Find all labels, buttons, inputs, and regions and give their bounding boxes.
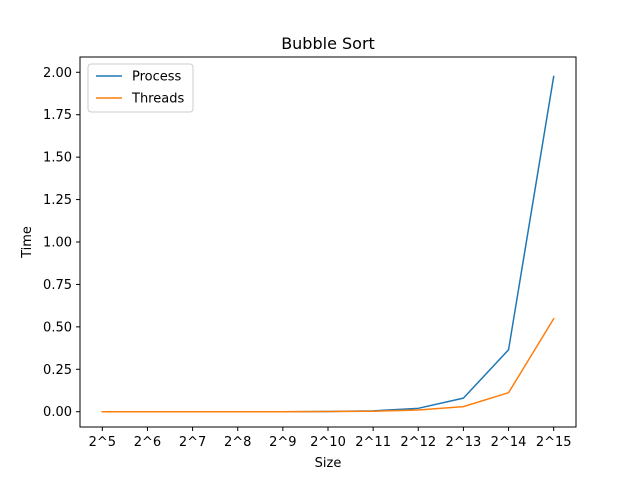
legend-label-process: Process: [132, 70, 182, 85]
y-tick-label: 1.75: [43, 108, 72, 123]
y-tick-label: 0.50: [43, 320, 72, 335]
x-tick-label: 2^13: [446, 435, 482, 450]
x-tick-label: 2^14: [491, 435, 527, 450]
chart-title: Bubble Sort: [281, 34, 375, 53]
x-tick-label: 2^15: [536, 435, 572, 450]
legend: Process Threads: [87, 63, 194, 113]
y-tick-label: 1.00: [43, 236, 72, 251]
y-axis: 0.00 0.25 0.50 0.75 1.00 1.25 1.50 1.75 2.00: [43, 66, 80, 420]
series-line-threads: [101, 317, 555, 413]
x-tick-label: 2^6: [134, 435, 161, 450]
y-tick-label: 1.25: [43, 193, 72, 208]
y-tick-label: 0.25: [43, 363, 72, 378]
x-axis-label: Size: [315, 456, 342, 471]
plot-area: [101, 75, 555, 413]
y-axis-label: Time: [20, 226, 35, 259]
x-tick-label: 2^8: [224, 435, 251, 450]
y-tick-label: 0.75: [43, 278, 72, 293]
x-tick-label: 2^7: [179, 435, 206, 450]
y-tick-label: 1.50: [43, 151, 72, 166]
x-axis: 2^5 2^6 2^7 2^8 2^9 2^10 2^11 2^12 2^13 2^14 2^15: [89, 427, 572, 450]
x-tick-label: 2^9: [269, 435, 296, 450]
series-line-process: [101, 75, 555, 413]
x-tick-label: 2^5: [89, 435, 116, 450]
x-tick-label: 2^12: [400, 435, 436, 450]
legend-label-threads: Threads: [131, 92, 184, 107]
x-tick-label: 2^10: [310, 435, 346, 450]
y-tick-label: 2.00: [43, 66, 72, 81]
x-tick-label: 2^11: [355, 435, 391, 450]
y-tick-label: 0.00: [43, 405, 72, 420]
